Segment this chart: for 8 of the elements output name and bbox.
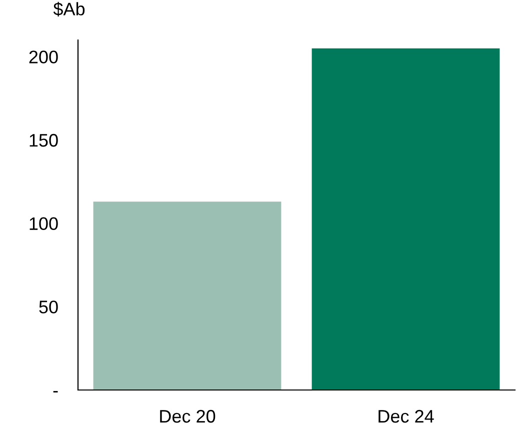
x-tick-label: Dec 20 [160,410,216,423]
y-tick-label: 50 [39,300,58,314]
y-tick-label: 100 [30,217,58,230]
x-tick-label: Dec 24 [378,410,434,423]
y-tick-label: 150 [30,134,58,147]
y-axis-title: $Ab [53,2,85,17]
y-tick-label: - [53,391,58,392]
y-tick-label: 200 [29,50,58,64]
